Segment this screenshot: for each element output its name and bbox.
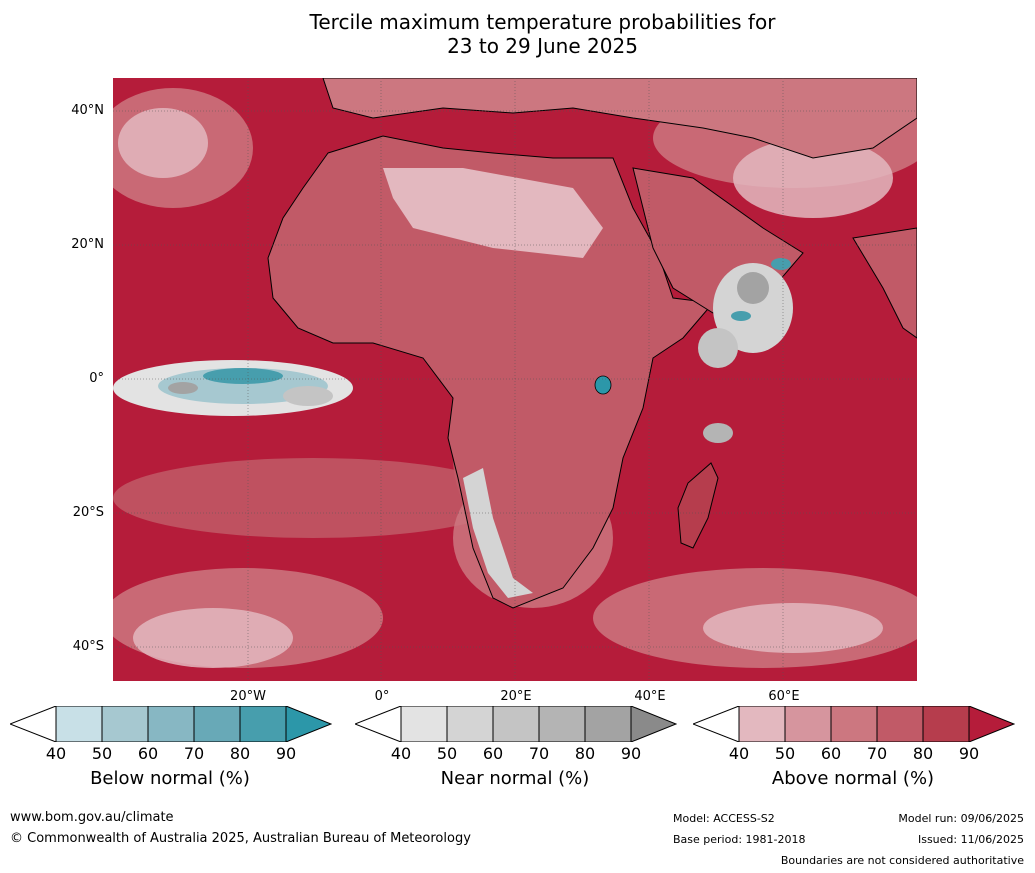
lat-label-40s: 40°S — [72, 639, 104, 654]
title-line-1: Tercile maximum temperature probabilitie… — [309, 10, 776, 34]
lat-label-20n: 20°N — [71, 237, 104, 252]
disclaimer-text: Boundaries are not considered authoritat… — [780, 854, 1024, 867]
lat-label-40n: 40°N — [71, 103, 104, 118]
colorbar-above-label: Above normal (%) — [771, 768, 935, 789]
model-run-text: Model run: 09/06/2025 — [898, 812, 1024, 825]
colorbar-below-label: Below normal (%) — [90, 768, 250, 789]
tick: 70 — [528, 744, 550, 763]
arabian-sea-anomaly — [698, 258, 793, 443]
tick: 50 — [436, 744, 458, 763]
tick: 40 — [45, 744, 67, 763]
website-link[interactable]: www.bom.gov.au/climate — [10, 810, 174, 825]
tick: 70 — [183, 744, 205, 763]
africa-landmass — [267, 135, 714, 609]
colorbar-near — [355, 706, 677, 742]
map-title: Tercile maximum temperature probabilitie… — [0, 10, 1035, 58]
tick: 80 — [912, 744, 934, 763]
tick: 40 — [390, 744, 412, 763]
tick: 90 — [275, 744, 297, 763]
probability-map — [113, 78, 917, 681]
tick: 40 — [728, 744, 750, 763]
tick: 70 — [866, 744, 888, 763]
lat-label-20s: 20°S — [72, 505, 104, 520]
title-line-2: 23 to 29 June 2025 — [447, 34, 638, 58]
sahara-lighter — [383, 168, 603, 258]
madagascar-landmass — [677, 462, 719, 549]
issued-text: Issued: 11/06/2025 — [917, 833, 1024, 846]
tick: 60 — [820, 744, 842, 763]
atlantic-anomaly — [113, 360, 353, 416]
tick: 90 — [958, 744, 980, 763]
europe-landmass — [322, 78, 917, 159]
colorbar-below — [10, 706, 332, 742]
copyright-text: © Commonwealth of Australia 2025, Austra… — [10, 831, 471, 846]
tick: 50 — [774, 744, 796, 763]
lon-label-40e: 40°E — [634, 689, 666, 704]
tick: 80 — [229, 744, 251, 763]
lon-label-20e: 20°E — [500, 689, 532, 704]
base-period-text: Base period: 1981-2018 — [673, 833, 806, 846]
tick: 60 — [137, 744, 159, 763]
graticule — [113, 78, 917, 681]
colorbar-near-label: Near normal (%) — [440, 768, 590, 789]
india-landmass — [852, 227, 917, 339]
model-text: Model: ACCESS-S2 — [673, 812, 775, 825]
lon-label-0: 0° — [374, 689, 390, 704]
tick: 80 — [574, 744, 596, 763]
tick: 50 — [91, 744, 113, 763]
tick: 90 — [620, 744, 642, 763]
lon-label-60e: 60°E — [768, 689, 800, 704]
southern-africa-near — [463, 468, 533, 598]
colorbar-above — [693, 706, 1015, 742]
lat-label-0: 0° — [89, 371, 104, 386]
lake-victoria — [594, 375, 612, 395]
lon-label-20w: 20°W — [230, 689, 266, 704]
tick: 60 — [482, 744, 504, 763]
